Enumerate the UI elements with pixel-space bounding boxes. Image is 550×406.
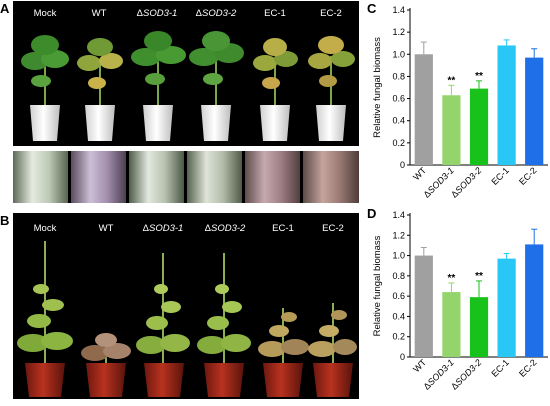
x-tick-label: WT <box>411 165 428 182</box>
panel-b-plants <box>17 241 357 397</box>
bar-EC-2 <box>525 244 544 357</box>
bar-ΔSOD3-2 <box>469 88 489 165</box>
panel-a-label-wt: WT <box>91 8 107 19</box>
stem-section-ec-2 <box>303 151 359 203</box>
y-tick-label: 1.4 <box>392 5 405 15</box>
bar-WT <box>414 255 433 357</box>
panel-b-photo: Mock WT ΔSOD3-1 ΔSOD3-2 EC-1 EC-2 <box>13 213 359 399</box>
panel-a-label-sod3-1: ΔSOD3-1 <box>136 8 178 19</box>
panel-a-label-sod3-2: ΔSOD3-2 <box>195 8 237 19</box>
panel-a-plants <box>21 31 355 141</box>
x-tick-label: ΔSOD3-2 <box>449 165 483 199</box>
panel-b-letter: B <box>0 213 10 228</box>
stem-section-mock <box>13 151 68 203</box>
y-tick-label: 0 <box>400 352 405 362</box>
bar-ΔSOD3-1 <box>442 95 461 165</box>
panel-a-label-ec-2: EC-2 <box>320 8 342 19</box>
panel-b-label-mock: Mock <box>33 223 57 234</box>
y-tick-label: 0.2 <box>392 332 405 342</box>
panel-d-letter: D <box>367 206 377 221</box>
y-tick-label: 0.2 <box>392 138 405 148</box>
stem-section-strip <box>13 151 359 203</box>
significance-mark: ** <box>475 271 483 282</box>
y-tick-label: 1.4 <box>392 210 405 220</box>
bar-EC-1 <box>497 258 516 357</box>
significance-mark: ** <box>448 273 456 284</box>
bar-WT <box>414 54 433 165</box>
y-tick-label: 0.4 <box>392 116 405 126</box>
panel-a-label-ec-1: EC-1 <box>264 8 286 19</box>
y-tick-label: 0.4 <box>392 311 405 321</box>
y-tick-label: 1.2 <box>392 230 405 240</box>
x-tick-label: WT <box>411 357 428 374</box>
panel-c-chart: 0 0.2 0.4 0.6 0.8 1.0 1.2 1.4 Relative fungal bi… <box>372 5 548 200</box>
panel-c-letter: C <box>367 1 377 16</box>
panel-b-label-sod3-1: ΔSOD3-1 <box>142 223 184 234</box>
x-tick-label: EC-2 <box>517 357 539 379</box>
x-tick-label: EC-1 <box>489 357 511 379</box>
significance-mark: ** <box>448 75 456 86</box>
bar-ΔSOD3-2 <box>469 297 489 357</box>
bar-ΔSOD3-1 <box>442 292 461 357</box>
panel-a-letter: A <box>0 1 10 16</box>
stem-section-sod3-1 <box>129 151 184 203</box>
x-tick-label: EC-1 <box>489 165 511 187</box>
x-tick-label: ΔSOD3-2 <box>449 357 483 391</box>
panel-b-label-wt: WT <box>98 223 114 234</box>
y-tick-label: 0.8 <box>392 71 405 81</box>
y-tick-label: 0.6 <box>392 94 405 104</box>
significance-mark: ** <box>475 71 483 82</box>
panel-a-label-mock: Mock <box>33 8 57 19</box>
y-tick-label: 1.2 <box>392 27 405 37</box>
y-axis-label: Relative fungal biomass <box>372 37 383 138</box>
panel-d-chart: 0 0.2 0.4 0.6 0.8 1.0 1.2 1.4 Relative fungal bi… <box>372 210 548 392</box>
y-axis-label: Relative fungal biomass <box>372 235 383 336</box>
stem-section-ec-1 <box>245 151 300 203</box>
y-tick-label: 0.8 <box>392 271 405 281</box>
x-tick-label: EC-2 <box>517 165 539 187</box>
panel-b-label-ec-1: EC-1 <box>272 223 294 234</box>
stem-section-wt <box>71 151 126 203</box>
panel-a-photo: Mock WT ΔSOD3-1 ΔSOD3-2 EC-1 EC-2 <box>13 1 359 146</box>
y-tick-label: 0.6 <box>392 291 405 301</box>
y-tick-label: 1.0 <box>392 49 405 59</box>
bar-EC-1 <box>497 45 516 165</box>
panel-b-label-ec-2: EC-2 <box>322 223 344 234</box>
pot-row <box>30 105 346 141</box>
panel-b-label-sod3-2: ΔSOD3-2 <box>204 223 246 234</box>
y-tick-label: 0 <box>400 160 405 170</box>
y-tick-label: 1.0 <box>392 251 405 261</box>
stem-section-sod3-2 <box>187 151 242 203</box>
red-pot-row <box>25 363 353 397</box>
bar-EC-2 <box>525 57 544 165</box>
